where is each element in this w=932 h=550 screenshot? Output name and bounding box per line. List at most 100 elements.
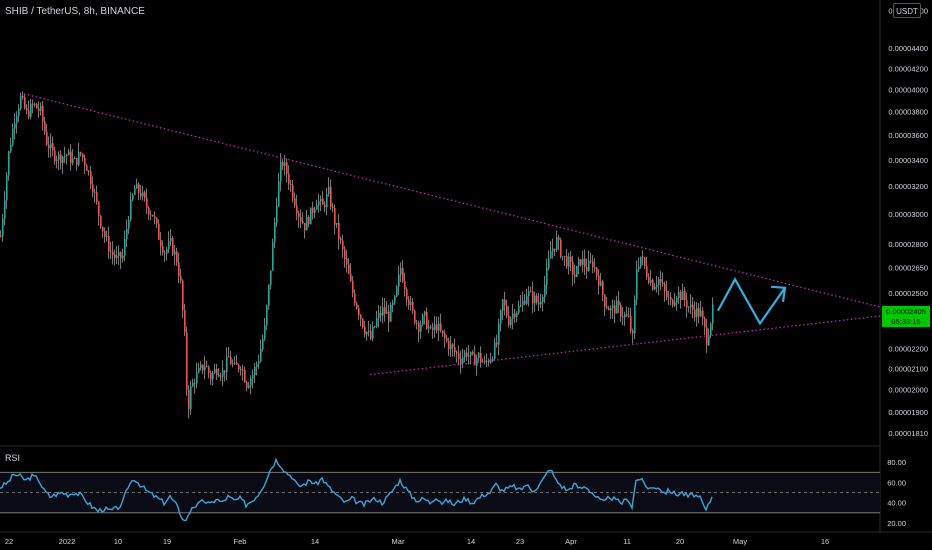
candle (516, 311, 518, 323)
rsi-line (0, 457, 713, 522)
candle-body (356, 303, 358, 309)
candle (358, 305, 360, 321)
candle-body (344, 249, 346, 259)
candle (98, 201, 100, 226)
candle (496, 334, 498, 348)
candle (706, 318, 708, 353)
candle-body (6, 175, 8, 201)
candle (596, 266, 598, 281)
candle (510, 316, 512, 329)
candle (464, 349, 466, 363)
projection-arrow-path[interactable] (717, 277, 786, 326)
candle (390, 302, 392, 322)
candle (254, 363, 256, 384)
candle (420, 320, 422, 339)
candle-body (698, 307, 700, 317)
candle-body (594, 267, 596, 269)
candle-body (660, 279, 662, 283)
candle (240, 366, 242, 376)
candle (592, 255, 594, 274)
candle-body (572, 261, 574, 275)
candle (364, 320, 366, 338)
candle-body (512, 313, 514, 319)
candle-body (122, 255, 124, 259)
candle (392, 299, 394, 313)
candle (472, 350, 474, 356)
candle (546, 258, 548, 295)
candle (544, 275, 546, 304)
candle-body (658, 279, 660, 286)
candle-body (554, 248, 556, 250)
candle-body (450, 344, 452, 350)
candle-body (210, 373, 212, 380)
candles-layer (0, 91, 714, 419)
candle (274, 217, 276, 249)
candle (150, 210, 152, 221)
candle (192, 378, 194, 388)
candle-body (272, 242, 274, 271)
candle (502, 298, 504, 321)
candle-body (254, 366, 256, 376)
projection-arrowhead[interactable] (770, 285, 787, 302)
trendline-lower[interactable] (369, 315, 881, 376)
candle (690, 294, 692, 314)
candle (650, 269, 652, 286)
candle (398, 265, 400, 296)
time-axis[interactable]: 22 2022 10 19 Feb 14 Mar 14 23 Apr 11 20 May 16 (5, 537, 829, 546)
currency-button[interactable]: USDT (893, 3, 921, 18)
candle (34, 102, 36, 108)
candle-body (276, 206, 278, 223)
trendline-upper[interactable] (23, 93, 881, 308)
candle (410, 296, 412, 311)
candle-body (278, 181, 280, 207)
candle-body (2, 218, 4, 237)
candle (462, 348, 464, 369)
candle-body (134, 188, 136, 195)
candle (622, 307, 624, 326)
symbol-title[interactable]: SHIB / TetherUS, 8h, BINANCE (5, 6, 145, 17)
candle-body (252, 375, 254, 379)
candle-body (426, 311, 428, 329)
price-tick-label: 0.00002100 (888, 364, 928, 373)
candle-body (612, 305, 614, 309)
candle (88, 170, 90, 176)
price-tick-label: 0.00003000 (888, 210, 928, 219)
rsi-tick-label: 80.00 (887, 458, 906, 467)
candle-body (144, 192, 146, 198)
candle-body (20, 95, 22, 109)
candle (172, 235, 174, 256)
rsi-axis[interactable]: 80.00 60.00 40.00 20.00 (887, 458, 906, 528)
candle (554, 248, 556, 257)
candle-body (644, 257, 646, 267)
candle (86, 163, 88, 171)
candle-body (90, 171, 92, 185)
candle (196, 362, 198, 389)
candle-body (46, 131, 48, 145)
candle (264, 318, 266, 341)
candle (680, 290, 682, 309)
candle-body (332, 206, 334, 208)
candle-body (502, 299, 504, 311)
candle-body (74, 158, 76, 159)
candle-body (78, 152, 80, 165)
candle-body (112, 251, 114, 255)
candle (432, 322, 434, 339)
candle-body (682, 290, 684, 300)
candle-body (566, 256, 568, 267)
candle (524, 294, 526, 306)
candle (198, 363, 200, 374)
candle-body (406, 289, 408, 300)
rsi-indicator-label[interactable]: RSI (5, 453, 21, 463)
candle (20, 92, 22, 111)
candle-body (318, 201, 320, 206)
candle (304, 223, 306, 239)
candle-body (446, 338, 448, 341)
candle (422, 313, 424, 327)
candle (138, 182, 140, 201)
price-tick-label: 0.00004200 (888, 64, 928, 73)
candle-body (474, 354, 476, 366)
candle-body (194, 382, 196, 384)
candle-body (250, 378, 252, 386)
candle-body (294, 198, 296, 206)
